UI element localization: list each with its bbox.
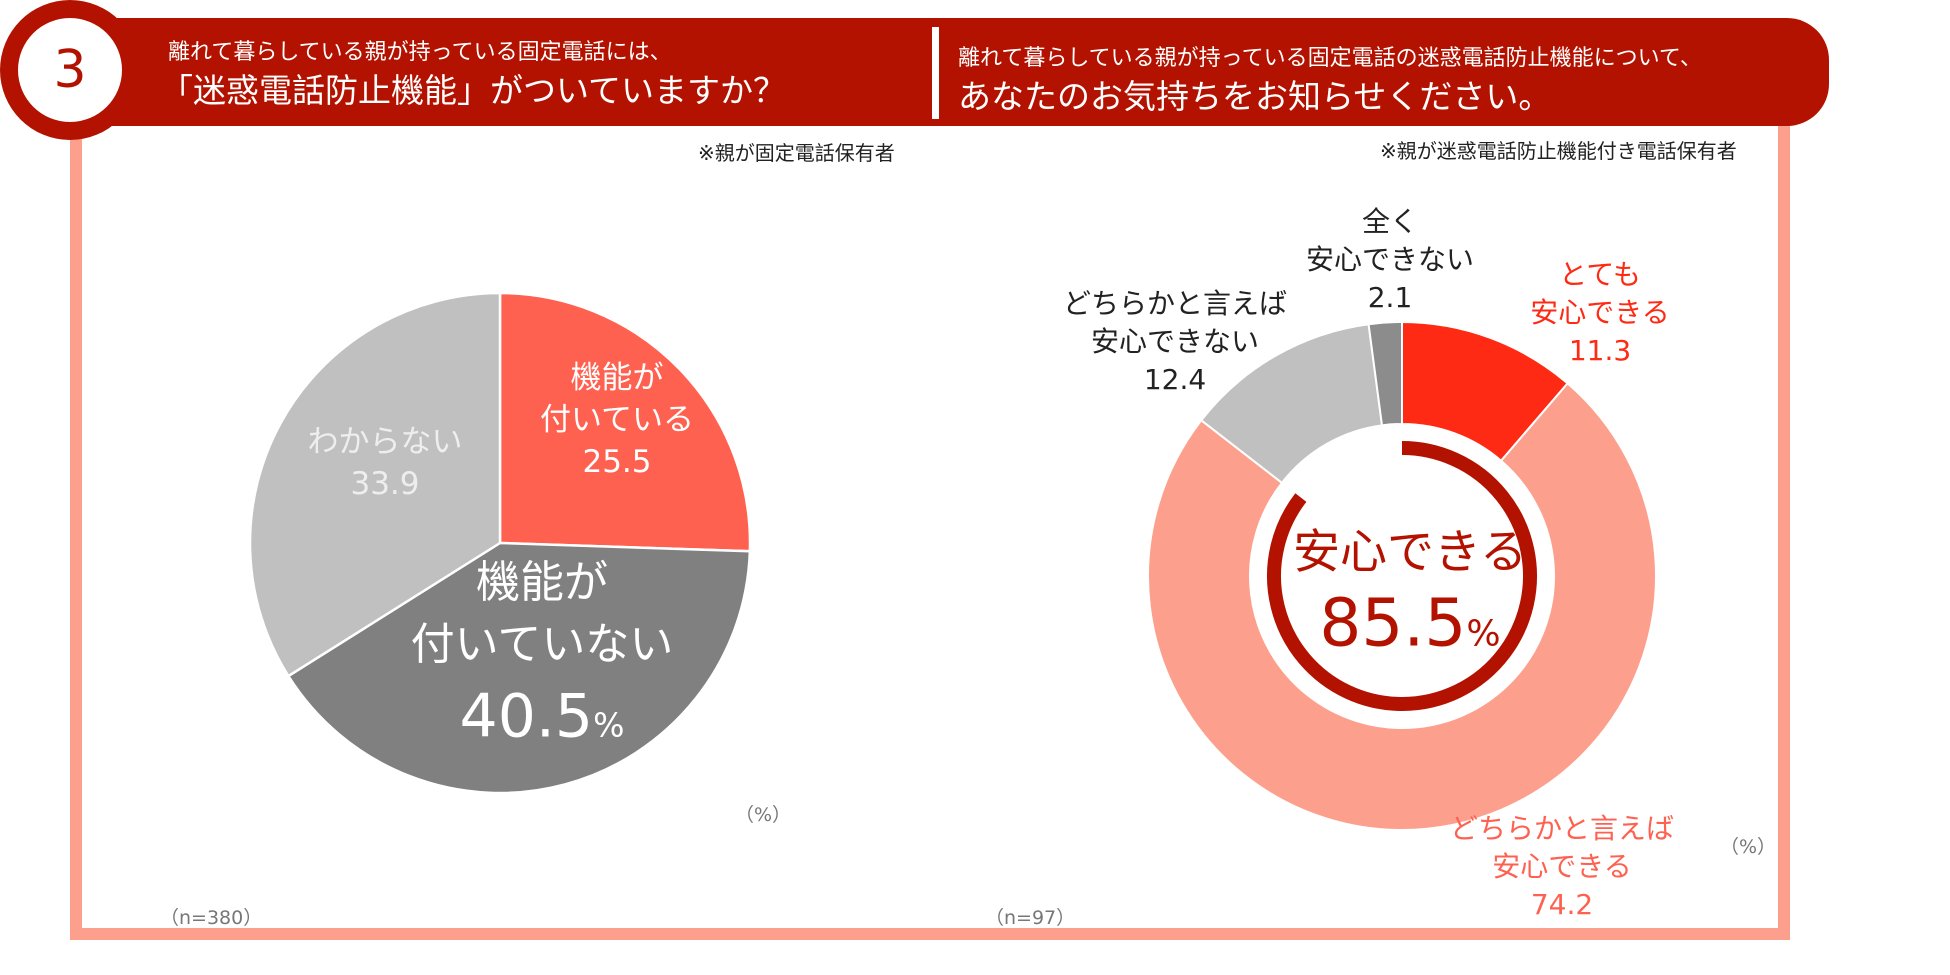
donut-slice-somewhat-reassuring-label-line: どちらかと言えば [1450, 812, 1674, 845]
chart-frame [70, 95, 1790, 940]
right-sample-size: （n=97） [985, 907, 1076, 929]
header-divider [932, 27, 939, 119]
pie-slice-no-function-value-suffix: % [593, 706, 624, 745]
left-sample-size: （n=380） [160, 907, 263, 929]
pie-slice-has-function-label: 機能が付いている 25.5 [540, 360, 694, 480]
donut-center-value: 85.5 [1319, 585, 1466, 662]
donut-slice-not-reassuring-value: 2.1 [1368, 281, 1413, 314]
pie-slice-no-function-value: 40.5 [460, 682, 594, 752]
donut-slice-somewhat-not-reassuring-label: どちらかと言えば安心できない 12.4 [1063, 287, 1287, 396]
pie-slice-unknown [248, 291, 502, 678]
question-number: 3 [18, 18, 122, 122]
donut-slice-not-reassuring-label: 全く安心できない 2.1 [1306, 205, 1474, 314]
donut-center-label-line: 安心できる [1293, 525, 1527, 580]
pie-slice-unknown-label-line: わからない [308, 424, 463, 460]
pie-slice-unknown-value: 33.9 [350, 466, 419, 502]
donut-slice-not-reassuring-label-line: 安心できない [1306, 243, 1474, 276]
donut-slice-not-reassuring-label-line: 全く [1362, 205, 1418, 238]
donut-slice-somewhat-not-reassuring-value: 12.4 [1144, 363, 1206, 396]
donut-slice-very-reassuring-value: 11.3 [1569, 334, 1631, 367]
donut-slice-very-reassuring-label-line: とても [1559, 258, 1641, 291]
pie-slice-has-function-value: 25.5 [582, 444, 651, 480]
left-sample-note: ※親が固定電話保有者 [698, 141, 895, 165]
donut-slice-somewhat-reassuring-label: どちらかと言えば安心できる 74.2 [1450, 812, 1674, 921]
donut-slice-somewhat-reassuring [1147, 381, 1657, 831]
left-percent-unit: （%） [735, 804, 792, 826]
pie-slice-has-function-label-line: 機能が [571, 360, 664, 396]
donut-slice-very-reassuring-label-line: 安心できる [1530, 296, 1669, 329]
right-sample-note: ※親が迷惑電話防止機能付き電話保有者 [1380, 139, 1737, 163]
pie-slice-no-function [286, 541, 752, 795]
donut-slice-somewhat-not-reassuring-label-line: 安心できない [1091, 325, 1259, 358]
donut-slice-somewhat-reassuring-label-line: 安心できる [1492, 850, 1631, 883]
donut-center-value-suffix: % [1466, 614, 1500, 655]
left-question-line2: 「迷惑電話防止機能」がついていますか？ [160, 71, 787, 110]
donut-slice-somewhat-not-reassuring-label-line: どちらかと言えば [1063, 287, 1287, 320]
pie-slice-unknown-label: わからない 33.9 [308, 424, 463, 502]
pie-slice-has-function-label-line: 付いている [540, 402, 694, 438]
header-banner [62, 18, 1829, 126]
pie-slice-has-function [498, 291, 752, 553]
pie-slice-no-function-label-line: 付いていない [411, 619, 674, 670]
pie-slice-no-function-label-line: 機能が [476, 557, 608, 608]
donut-slice-somewhat-reassuring-value: 74.2 [1531, 888, 1593, 921]
donut-center-label: 安心できる 85.5% [1293, 525, 1527, 662]
right-percent-unit: （%） [1720, 836, 1777, 858]
right-question-line2: あなたのお気持ちをお知らせください。 [958, 77, 1552, 116]
donut-center-arc [1267, 441, 1537, 711]
donut-slice-not-reassuring [1367, 320, 1403, 427]
question-number-badge: 3 [0, 0, 140, 140]
donut-slice-very-reassuring-label: とても安心できる 11.3 [1530, 258, 1669, 367]
right-question-line1: 離れて暮らしている親が持っている固定電話の迷惑電話防止機能について、 [958, 46, 1702, 71]
left-question-line1: 離れて暮らしている親が持っている固定電話には、 [168, 40, 672, 65]
pie-slice-no-function-label: 機能が付いていない 40.5% [411, 557, 674, 752]
